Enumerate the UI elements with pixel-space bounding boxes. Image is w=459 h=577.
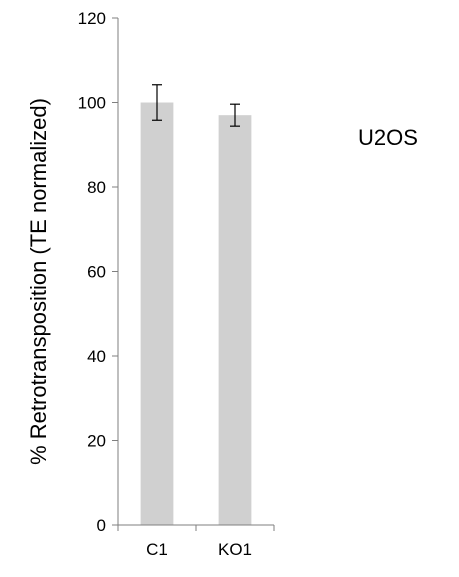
y-tick-label: 20 xyxy=(87,432,106,451)
y-axis-title: % Retrotransposition (TE normalized) xyxy=(26,98,51,465)
x-axis-labels: C1 KO1 xyxy=(146,540,252,559)
y-tick-label: 100 xyxy=(78,94,106,113)
y-tick-label: 40 xyxy=(87,347,106,366)
bar-ko1 xyxy=(218,115,252,526)
bars-group xyxy=(140,102,252,526)
x-tick-label: KO1 xyxy=(218,540,252,559)
x-axis-ticks xyxy=(117,525,275,531)
y-tick-label: 80 xyxy=(87,178,106,197)
x-tick-label: C1 xyxy=(146,540,168,559)
error-bars-group xyxy=(152,84,240,127)
bar-c1 xyxy=(140,102,174,525)
y-tick-label: 0 xyxy=(97,516,106,535)
y-tick-label: 120 xyxy=(78,9,106,28)
y-tick-label: 60 xyxy=(87,263,106,282)
cell-line-annotation: U2OS xyxy=(358,125,418,150)
y-axis-ticks: 0 20 40 60 80 100 120 xyxy=(78,9,118,535)
